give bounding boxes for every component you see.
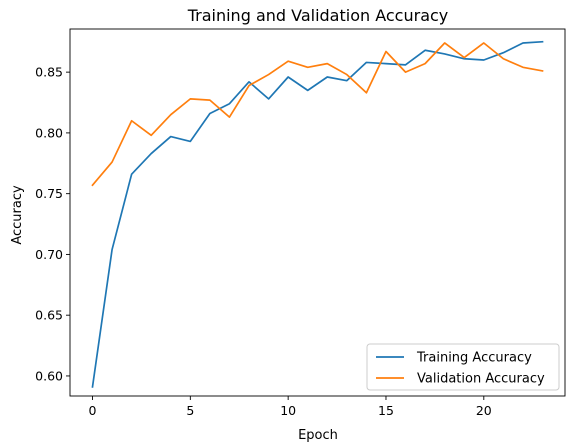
x-axis-label: Epoch (298, 428, 338, 443)
plot-frame (69, 28, 566, 397)
y-tick-label: 0.75 (35, 186, 63, 201)
legend: Training Accuracy Validation Accuracy (366, 343, 560, 391)
legend-box (366, 343, 560, 391)
chart-title: Training and Validation Accuracy (187, 6, 449, 25)
series-line-validation (91, 42, 544, 187)
x-tick-label: 15 (378, 403, 394, 418)
y-tick-label: 0.60 (35, 368, 63, 383)
x-tick-label: 10 (280, 403, 296, 418)
y-tick-label: 0.80 (35, 125, 63, 140)
series-line-training (91, 40, 544, 388)
y-tick-label: 0.85 (35, 65, 63, 80)
x-tick-label: 0 (89, 403, 97, 418)
plot-area: 0 5 10 15 20 0.60 0.65 0.70 0.75 0.80 0.85 Training… (35, 28, 566, 418)
y-axis-label: Accuracy (10, 185, 25, 245)
y-tick-label: 0.65 (35, 308, 63, 323)
legend-label-validation: Validation Accuracy (417, 372, 545, 387)
y-tick-label: 0.70 (35, 247, 63, 262)
legend-label-training: Training Accuracy (416, 351, 532, 366)
x-tick-label: 5 (186, 403, 194, 418)
x-tick-label: 20 (476, 403, 492, 418)
